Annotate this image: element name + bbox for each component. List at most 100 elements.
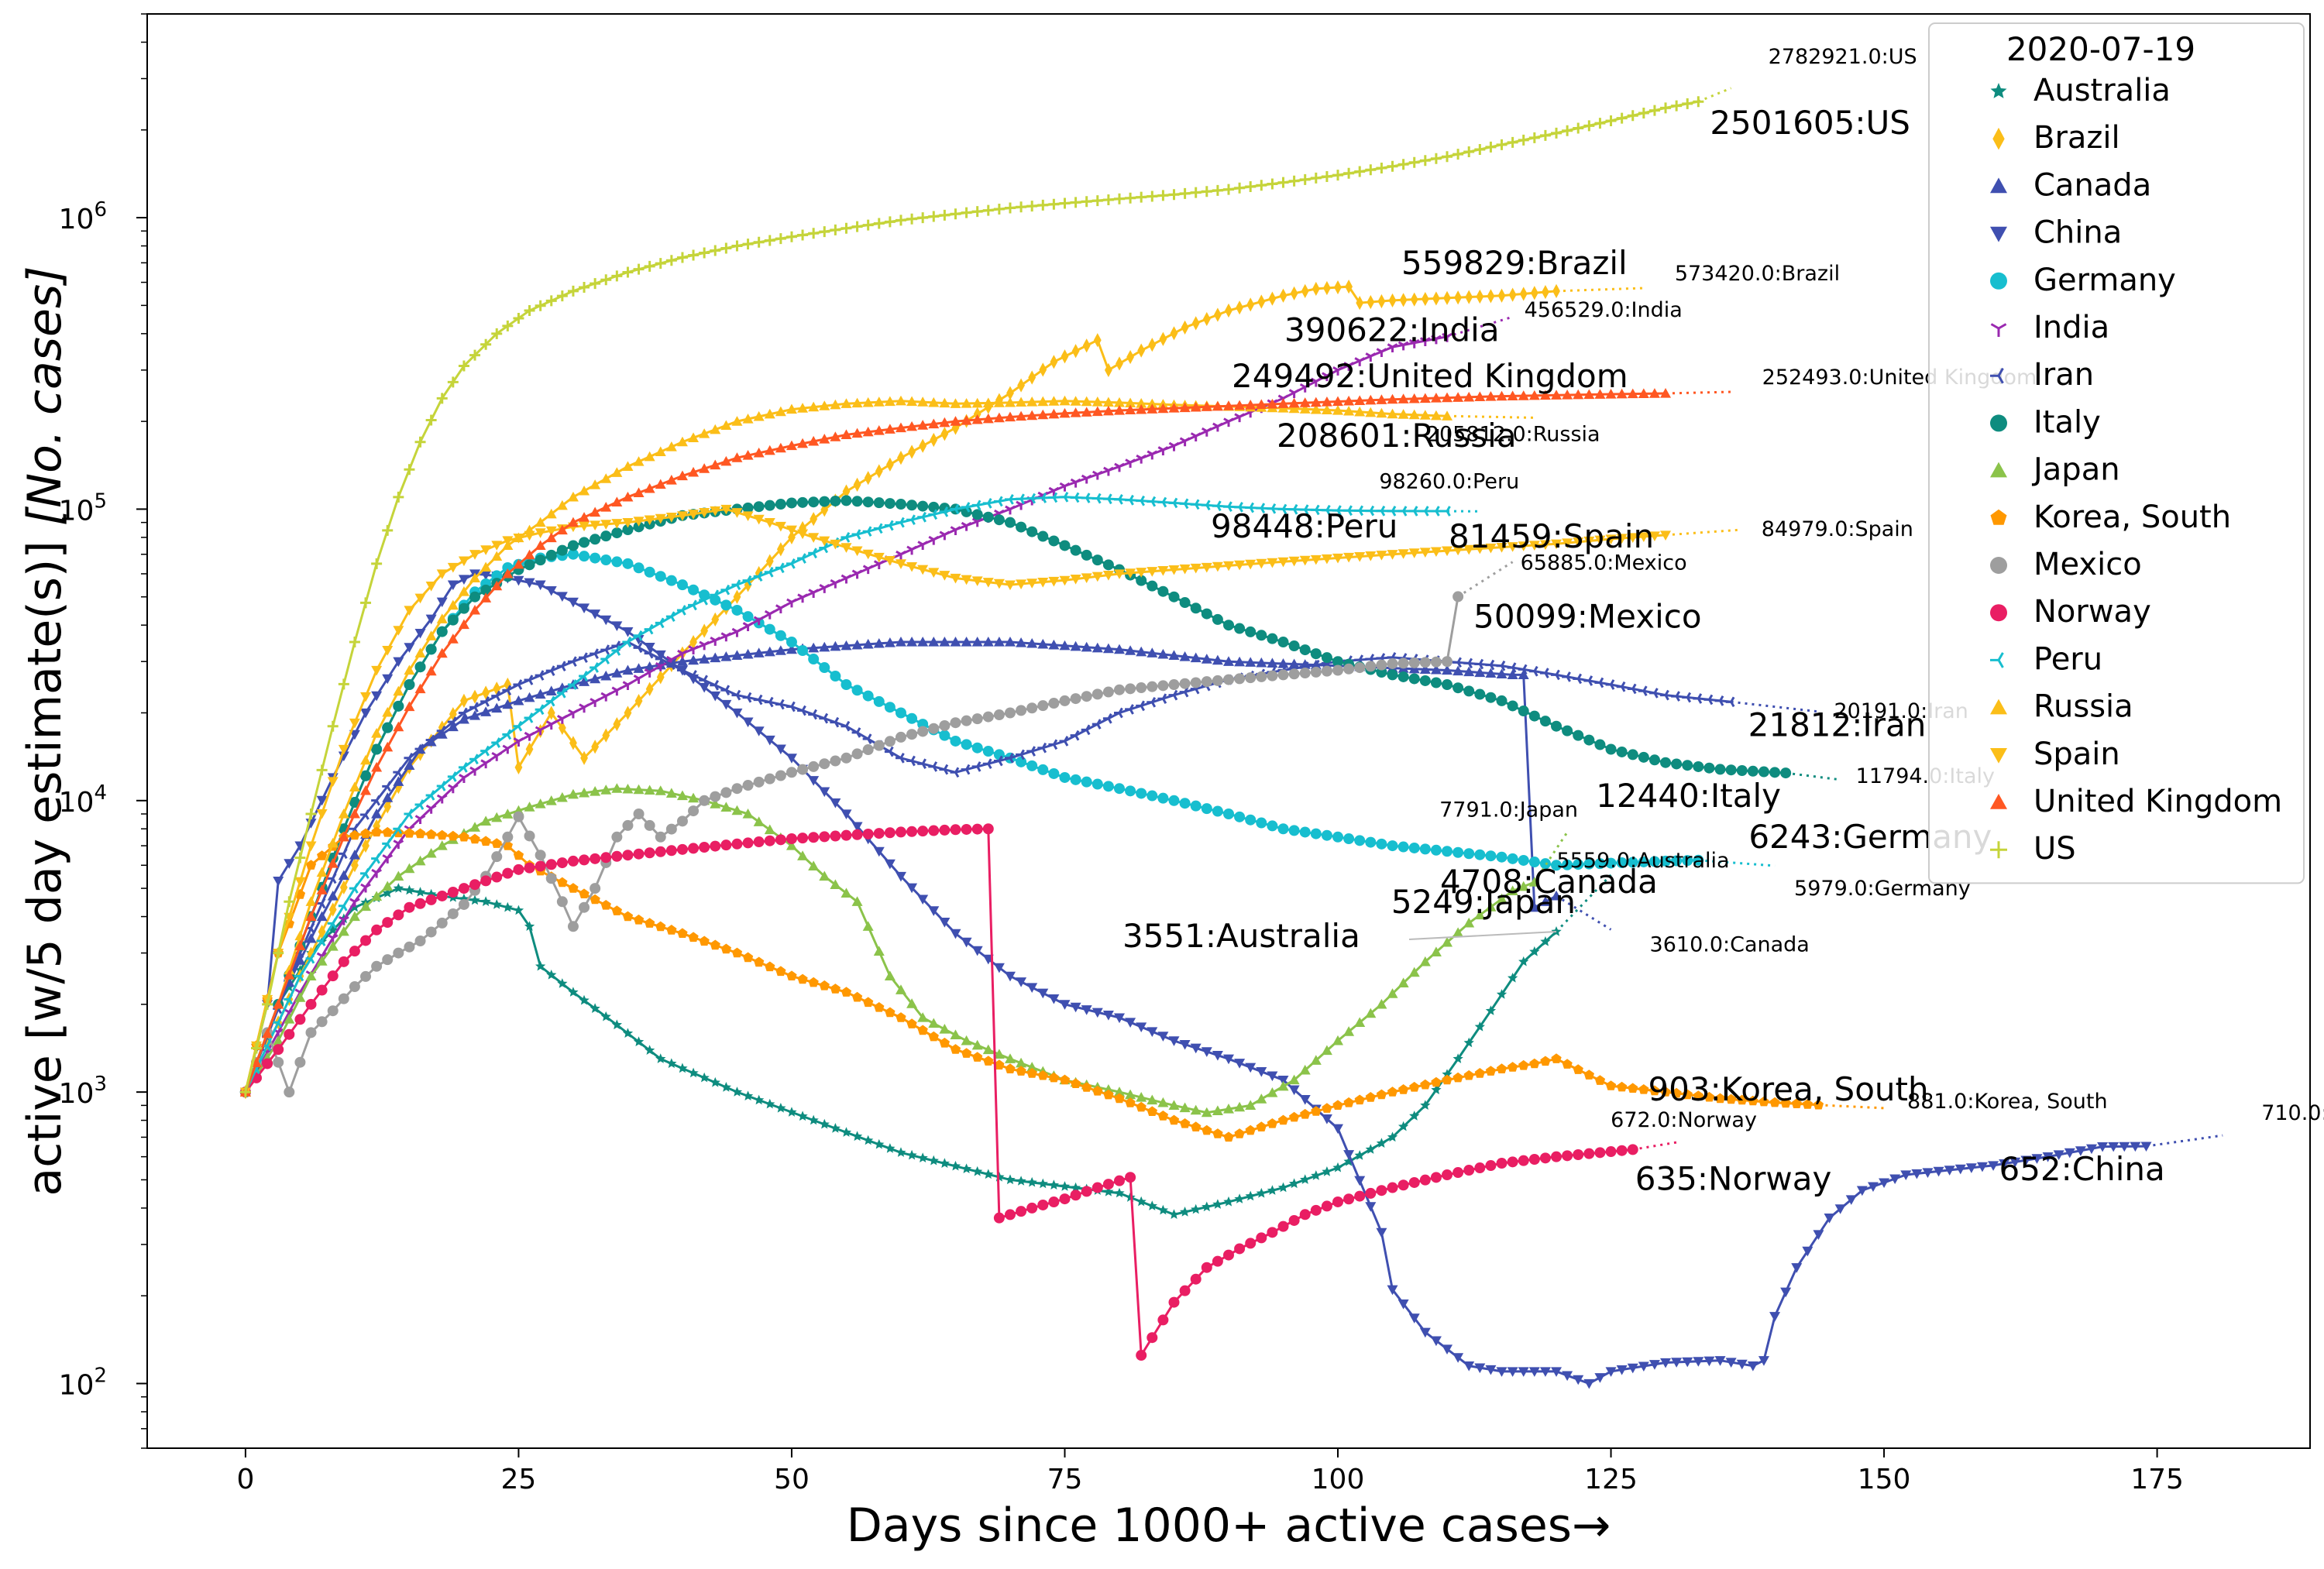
data-point-us: [1179, 187, 1191, 199]
data-point-spain: [404, 606, 415, 616]
data-point-united-kingdom: [1627, 388, 1638, 399]
data-point-china: [447, 580, 459, 591]
data-point-italy: [1463, 685, 1475, 697]
data-point-us: [873, 218, 885, 229]
data-point-iran: [447, 716, 457, 727]
data-point-korea-south: [371, 826, 382, 837]
data-point-norway: [360, 935, 372, 946]
data-point-mexico: [710, 791, 721, 802]
data-point-brazil: [1191, 316, 1200, 331]
data-point-japan: [1408, 966, 1420, 977]
data-point-china: [524, 578, 535, 589]
data-point-mexico: [775, 770, 786, 781]
data-point-spain: [1408, 548, 1420, 558]
data-point-italy: [971, 509, 983, 520]
data-point-canada: [1528, 901, 1540, 912]
data-point-iran: [1682, 692, 1692, 703]
data-point-canada: [764, 646, 775, 657]
data-point-brazil: [1202, 311, 1211, 327]
data-point-united-kingdom: [688, 466, 700, 477]
data-point-italy: [764, 500, 775, 511]
data-point-mexico: [1310, 666, 1322, 678]
data-point-japan: [961, 1035, 972, 1045]
final-label-russia: 208601:Russia: [1277, 417, 1517, 455]
data-point-norway: [436, 890, 448, 901]
x-tick-label-150: 150: [1858, 1464, 1911, 1495]
data-point-peru: [382, 838, 392, 850]
data-point-italy: [1703, 762, 1715, 774]
data-point-australia: [1376, 1138, 1387, 1148]
data-point-norway: [1343, 1193, 1355, 1205]
data-point-korea-south: [1387, 1087, 1398, 1097]
data-point-china: [414, 628, 426, 639]
data-point-united-kingdom: [556, 524, 568, 535]
data-point-us: [1037, 199, 1049, 211]
data-point-us: [611, 270, 623, 282]
data-point-iran: [906, 755, 916, 767]
data-point-canada: [1419, 664, 1431, 674]
data-point-italy: [1518, 706, 1529, 717]
data-point-russia: [393, 685, 404, 696]
data-point-peru: [1092, 493, 1102, 504]
data-point-us: [1092, 195, 1103, 207]
data-point-germany: [1376, 838, 1387, 850]
data-point-japan: [753, 816, 765, 826]
data-point-germany: [1365, 836, 1377, 848]
data-point-russia: [1016, 397, 1027, 407]
data-point-australia: [1332, 1162, 1343, 1172]
data-point-norway: [1463, 1165, 1475, 1176]
data-point-korea-south: [317, 850, 328, 860]
data-point-russia: [611, 467, 623, 477]
legend-marker-peru: [1990, 652, 2004, 668]
data-point-china: [1867, 1182, 1879, 1193]
data-point-mexico: [294, 1056, 306, 1068]
data-point-china: [1682, 1357, 1693, 1368]
data-point-russia: [1419, 410, 1431, 420]
legend-label-united-kingdom: United Kingdom: [2033, 784, 2282, 819]
data-point-spain: [928, 568, 940, 579]
data-point-canada: [710, 652, 721, 663]
projection-line-iran: [1731, 700, 1819, 713]
data-point-united-kingdom: [841, 429, 852, 439]
data-point-japan: [1136, 1092, 1147, 1102]
data-point-japan: [1452, 927, 1464, 938]
data-point-iran: [1660, 689, 1669, 701]
data-point-india: [710, 637, 721, 646]
data-point-russia: [676, 436, 688, 447]
data-point-iran: [1102, 712, 1112, 724]
series-line-norway: [244, 827, 1633, 1359]
data-point-brazil: [362, 838, 370, 853]
data-point-norway: [469, 879, 481, 891]
data-point-india: [360, 883, 371, 893]
data-point-brazil: [460, 693, 468, 709]
data-point-brazil: [580, 750, 588, 765]
data-point-peru: [404, 809, 414, 819]
legend-marker-japan: [1990, 462, 2007, 478]
data-point-korea-south: [491, 838, 502, 848]
data-point-spain: [1605, 534, 1617, 544]
data-point-italy: [1671, 758, 1683, 770]
data-point-peru: [1201, 500, 1211, 511]
data-point-italy: [1528, 710, 1540, 722]
data-point-russia: [425, 630, 437, 640]
data-point-united-kingdom: [950, 416, 961, 426]
data-point-iran: [1463, 657, 1473, 669]
data-point-japan: [393, 870, 404, 881]
data-point-russia: [382, 706, 394, 717]
data-point-korea-south: [1398, 1084, 1409, 1094]
data-point-australia: [972, 1166, 983, 1176]
data-point-germany: [819, 662, 830, 674]
data-point-us: [1419, 155, 1431, 167]
data-point-peru: [1408, 506, 1418, 517]
data-point-china: [1245, 1063, 1257, 1073]
data-point-us: [1539, 129, 1551, 141]
data-point-korea-south: [1573, 1064, 1583, 1074]
data-point-korea-south: [1234, 1128, 1245, 1138]
data-point-japan: [1474, 909, 1486, 920]
data-point-spain: [1147, 567, 1158, 577]
data-point-canada: [644, 661, 655, 671]
data-point-iran: [1125, 704, 1134, 715]
data-point-australia: [382, 887, 393, 898]
data-point-united-kingdom: [720, 455, 732, 466]
data-point-iran: [961, 764, 971, 775]
